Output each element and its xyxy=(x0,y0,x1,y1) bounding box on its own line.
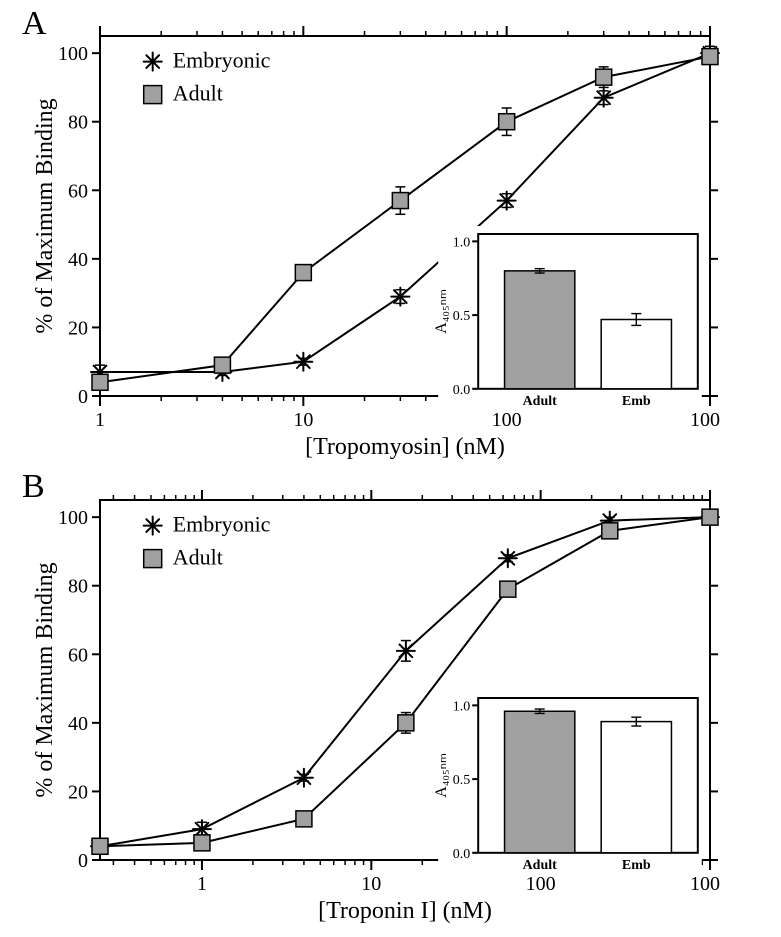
svg-text:A₄₀₅ₙₘ: A₄₀₅ₙₘ xyxy=(433,289,450,334)
svg-text:100: 100 xyxy=(526,873,556,895)
svg-text:A₄₀₅ₙₘ: A₄₀₅ₙₘ xyxy=(433,753,450,798)
svg-text:80: 80 xyxy=(68,576,88,598)
svg-text:Adult: Adult xyxy=(523,394,558,409)
svg-text:Adult: Adult xyxy=(523,858,558,873)
svg-text:[Troponin I] (nM): [Troponin I] (nM) xyxy=(318,898,492,924)
svg-text:Emb: Emb xyxy=(622,858,651,873)
svg-text:60: 60 xyxy=(68,644,88,666)
svg-text:1: 1 xyxy=(197,873,207,895)
svg-text:20: 20 xyxy=(68,781,88,803)
svg-text:Adult: Adult xyxy=(173,545,223,570)
svg-text:100: 100 xyxy=(492,409,522,431)
svg-text:100: 100 xyxy=(58,43,88,65)
svg-text:60: 60 xyxy=(68,180,88,202)
panel-a-plot: 0 20 40 60 80 100 1 10 100 1000 [Tropomyosin] (nM)… xyxy=(30,26,720,466)
svg-text:1: 1 xyxy=(95,409,105,431)
svg-text:0.5: 0.5 xyxy=(453,773,471,788)
svg-text:1.0: 1.0 xyxy=(453,699,471,714)
svg-text:0: 0 xyxy=(78,850,88,872)
svg-text:0: 0 xyxy=(78,386,88,408)
svg-text:100: 100 xyxy=(58,507,88,529)
svg-text:10: 10 xyxy=(293,409,313,431)
svg-text:1000: 1000 xyxy=(690,409,720,431)
svg-text:% of Maximum Binding: % of Maximum Binding xyxy=(32,98,58,333)
svg-text:[Tropomyosin] (nM): [Tropomyosin] (nM) xyxy=(305,434,505,460)
svg-text:1.0: 1.0 xyxy=(453,235,471,250)
svg-text:Embryonic: Embryonic xyxy=(173,512,271,537)
svg-text:Embryonic: Embryonic xyxy=(173,48,271,73)
svg-text:% of Maximum Binding: % of Maximum Binding xyxy=(32,562,58,797)
svg-text:40: 40 xyxy=(68,713,88,735)
svg-text:1000: 1000 xyxy=(690,873,720,895)
svg-text:0.5: 0.5 xyxy=(453,309,471,324)
svg-text:80: 80 xyxy=(68,112,88,134)
svg-text:40: 40 xyxy=(68,249,88,271)
svg-text:0.0: 0.0 xyxy=(453,383,471,398)
svg-text:Emb: Emb xyxy=(622,394,651,409)
panel-b-plot: 0 20 40 60 80 100 1 10 100 1000 [Troponin I] (nM)%… xyxy=(30,490,720,930)
svg-text:10: 10 xyxy=(361,873,381,895)
figure-root: A 0204060801001101001000[Tropomyosin] (n… xyxy=(0,0,781,937)
svg-text:0.0: 0.0 xyxy=(453,847,471,862)
svg-text:Adult: Adult xyxy=(173,81,223,106)
svg-text:20: 20 xyxy=(68,317,88,339)
